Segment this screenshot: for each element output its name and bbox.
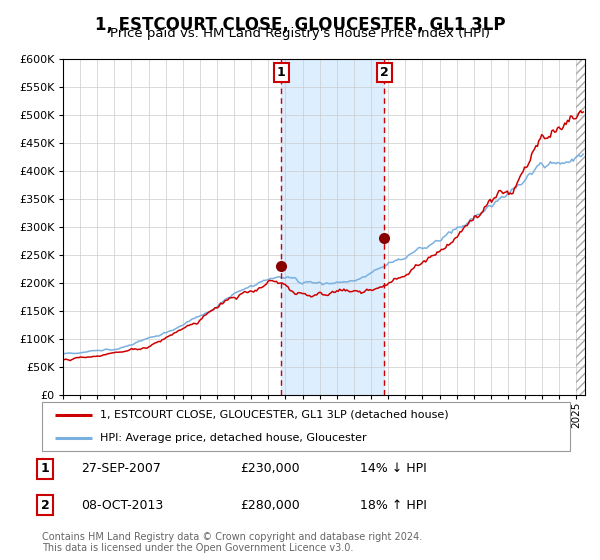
Text: 1: 1 bbox=[277, 66, 286, 80]
Text: £280,000: £280,000 bbox=[240, 498, 300, 512]
Text: HPI: Average price, detached house, Gloucester: HPI: Average price, detached house, Glou… bbox=[100, 433, 367, 443]
Text: 14% ↓ HPI: 14% ↓ HPI bbox=[360, 462, 427, 475]
Bar bbox=[281, 59, 385, 395]
Bar bbox=[577, 59, 585, 395]
Text: £230,000: £230,000 bbox=[240, 462, 299, 475]
Text: Contains HM Land Registry data © Crown copyright and database right 2024.
This d: Contains HM Land Registry data © Crown c… bbox=[42, 531, 422, 553]
Text: 08-OCT-2013: 08-OCT-2013 bbox=[81, 498, 163, 512]
FancyBboxPatch shape bbox=[42, 402, 570, 451]
Text: 1, ESTCOURT CLOSE, GLOUCESTER, GL1 3LP: 1, ESTCOURT CLOSE, GLOUCESTER, GL1 3LP bbox=[95, 16, 505, 34]
Text: 18% ↑ HPI: 18% ↑ HPI bbox=[360, 498, 427, 512]
Text: 2: 2 bbox=[380, 66, 389, 80]
Text: 2: 2 bbox=[41, 498, 49, 512]
Text: 27-SEP-2007: 27-SEP-2007 bbox=[81, 462, 161, 475]
Text: 1: 1 bbox=[41, 462, 49, 475]
Text: Price paid vs. HM Land Registry's House Price Index (HPI): Price paid vs. HM Land Registry's House … bbox=[110, 27, 490, 40]
Text: 1, ESTCOURT CLOSE, GLOUCESTER, GL1 3LP (detached house): 1, ESTCOURT CLOSE, GLOUCESTER, GL1 3LP (… bbox=[100, 410, 449, 420]
